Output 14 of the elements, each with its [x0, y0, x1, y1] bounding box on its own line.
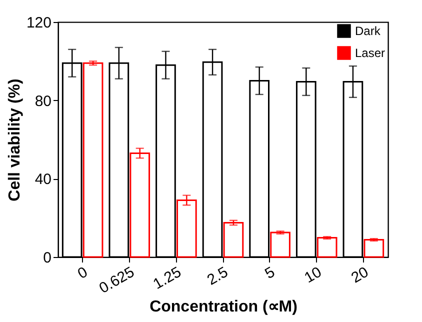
x-tick-label: 2.5 [204, 264, 231, 289]
x-tick-label: 20 [348, 264, 372, 287]
y-axis-title: Cell viability (%) [6, 78, 24, 202]
legend-label: Dark [355, 24, 382, 38]
x-tick-label: 10 [302, 264, 325, 287]
x-axis-title: Concentration (∝M) [150, 298, 298, 316]
x-tick-label: 1.25 [150, 264, 184, 293]
y-tick-label: 120 [26, 14, 52, 32]
y-tick-label: 40 [34, 171, 52, 188]
x-tick-label: 5 [262, 264, 278, 283]
legend-label: Laser [355, 46, 386, 60]
x-tick-label: 0 [74, 264, 91, 283]
y-tick-label: 0 [43, 250, 52, 266]
y-tick-label: 80 [34, 92, 52, 110]
